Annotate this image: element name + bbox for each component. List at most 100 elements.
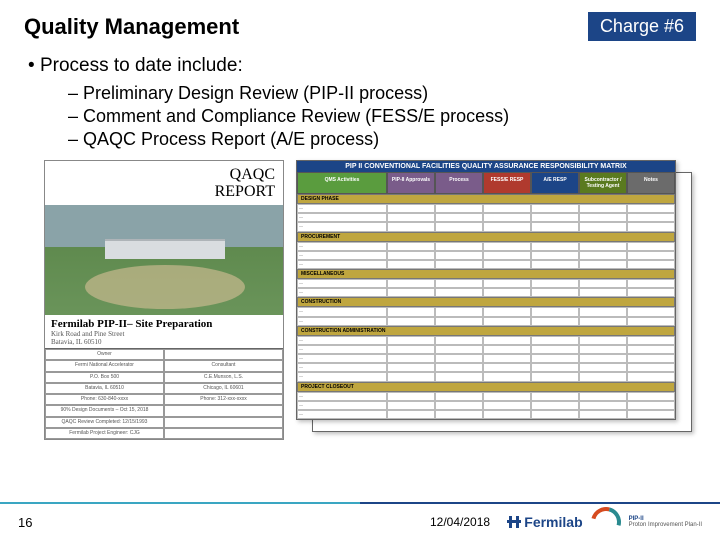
matrix-cell <box>387 401 435 410</box>
matrix-row: — <box>297 392 675 401</box>
matrix-section-header: CONSTRUCTION <box>297 297 675 307</box>
matrix-cell: — <box>297 345 387 354</box>
bullet-process: Process to date include: <box>28 55 696 77</box>
matrix-cell <box>435 345 483 354</box>
footer-date: 12/04/2018 <box>430 515 490 529</box>
matrix-row: — <box>297 213 675 222</box>
matrix-row: — <box>297 345 675 354</box>
doc-cell: P.O. Box 500 <box>45 372 164 383</box>
matrix-row: — <box>297 288 675 297</box>
matrix-row: — <box>297 242 675 251</box>
matrix-cell <box>387 242 435 251</box>
matrix-cell <box>531 410 579 419</box>
matrix-cell <box>579 363 627 372</box>
matrix-cell <box>579 317 627 326</box>
matrix-cell <box>531 222 579 231</box>
matrix-row: — <box>297 410 675 419</box>
matrix-cell: — <box>297 307 387 316</box>
matrix-cell <box>579 213 627 222</box>
matrix-cell <box>531 260 579 269</box>
matrix-cell <box>531 288 579 297</box>
matrix-cell <box>531 354 579 363</box>
matrix-cell <box>483 345 531 354</box>
matrix-cell <box>531 251 579 260</box>
matrix-cell <box>579 288 627 297</box>
matrix-row: — <box>297 279 675 288</box>
matrix-cell <box>435 242 483 251</box>
matrix-cell: — <box>297 392 387 401</box>
matrix-cell <box>387 363 435 372</box>
matrix-cell <box>387 336 435 345</box>
doc-cell <box>164 428 283 439</box>
matrix-cell <box>531 307 579 316</box>
matrix-cell <box>387 345 435 354</box>
matrix-cell <box>627 222 675 231</box>
charge-badge: Charge #6 <box>588 12 696 41</box>
matrix-cell <box>627 288 675 297</box>
matrix-cell <box>627 363 675 372</box>
matrix-cell <box>435 307 483 316</box>
matrix-cell <box>531 317 579 326</box>
matrix-cell <box>435 317 483 326</box>
matrix-cell <box>531 392 579 401</box>
doc-cell: Fermi National Accelerator <box>45 360 164 371</box>
doc-cell <box>164 349 283 360</box>
qa-matrix: PIP II CONVENTIONAL FACILITIES QUALITY A… <box>296 160 696 440</box>
matrix-cell <box>483 251 531 260</box>
slide-footer: 16 12/04/2018 Fermilab PIP-II Proton Imp… <box>0 502 720 540</box>
doc-cell <box>164 405 283 416</box>
doc-cell: Fermilab Project Engineer: CJG <box>45 428 164 439</box>
matrix-cell <box>387 260 435 269</box>
matrix-cell <box>435 213 483 222</box>
matrix-cell: — <box>297 288 387 297</box>
matrix-cell: — <box>297 410 387 419</box>
matrix-cell <box>435 279 483 288</box>
bullet-pdr: Preliminary Design Review (PIP-II proces… <box>68 83 696 104</box>
fermilab-logo: Fermilab <box>506 514 582 530</box>
matrix-cell <box>579 307 627 316</box>
doc-project-title: Fermilab PIP-II– Site Preparation <box>45 315 283 330</box>
matrix-cell <box>579 401 627 410</box>
matrix-cell <box>483 372 531 381</box>
matrix-cell <box>483 242 531 251</box>
matrix-section-header: PROJECT CLOSEOUT <box>297 382 675 392</box>
matrix-cell <box>387 410 435 419</box>
pip-text: PIP-II Proton Improvement Plan-II <box>629 516 702 528</box>
matrix-row: — <box>297 307 675 316</box>
matrix-cell <box>483 213 531 222</box>
matrix-cell <box>531 213 579 222</box>
matrix-cell <box>435 372 483 381</box>
matrix-cell <box>627 401 675 410</box>
doc-cell: Chicago, IL 60601 <box>164 383 283 394</box>
matrix-cell <box>579 279 627 288</box>
matrix-cell <box>483 279 531 288</box>
matrix-cell <box>579 242 627 251</box>
matrix-cell <box>531 363 579 372</box>
matrix-cell <box>627 336 675 345</box>
doc-cell: Owner <box>45 349 164 360</box>
matrix-cell <box>483 363 531 372</box>
matrix-row: — <box>297 204 675 213</box>
matrix-cell: — <box>297 372 387 381</box>
matrix-cell <box>483 354 531 363</box>
matrix-cell <box>579 392 627 401</box>
matrix-cell <box>435 363 483 372</box>
matrix-cell: — <box>297 260 387 269</box>
doc-address: Kirk Road and Pine Street Batavia, IL 60… <box>45 330 283 348</box>
doc-cell: Phone: 630-840-xxxx <box>45 394 164 405</box>
matrix-cell <box>435 288 483 297</box>
matrix-cell <box>579 354 627 363</box>
doc-cell: Phone: 312-xxx-xxxx <box>164 394 283 405</box>
bullet-qaqc: QAQC Process Report (A/E process) <box>68 129 696 150</box>
matrix-cell <box>387 317 435 326</box>
matrix-row: — <box>297 222 675 231</box>
matrix-cell <box>435 251 483 260</box>
matrix-cell <box>531 336 579 345</box>
matrix-section-header: PROCUREMENT <box>297 232 675 242</box>
doc-header-label: QAQC REPORT <box>45 161 283 205</box>
matrix-cell <box>627 251 675 260</box>
matrix-cell <box>579 204 627 213</box>
matrix-cell <box>531 204 579 213</box>
matrix-row: — <box>297 317 675 326</box>
matrix-cell <box>579 410 627 419</box>
